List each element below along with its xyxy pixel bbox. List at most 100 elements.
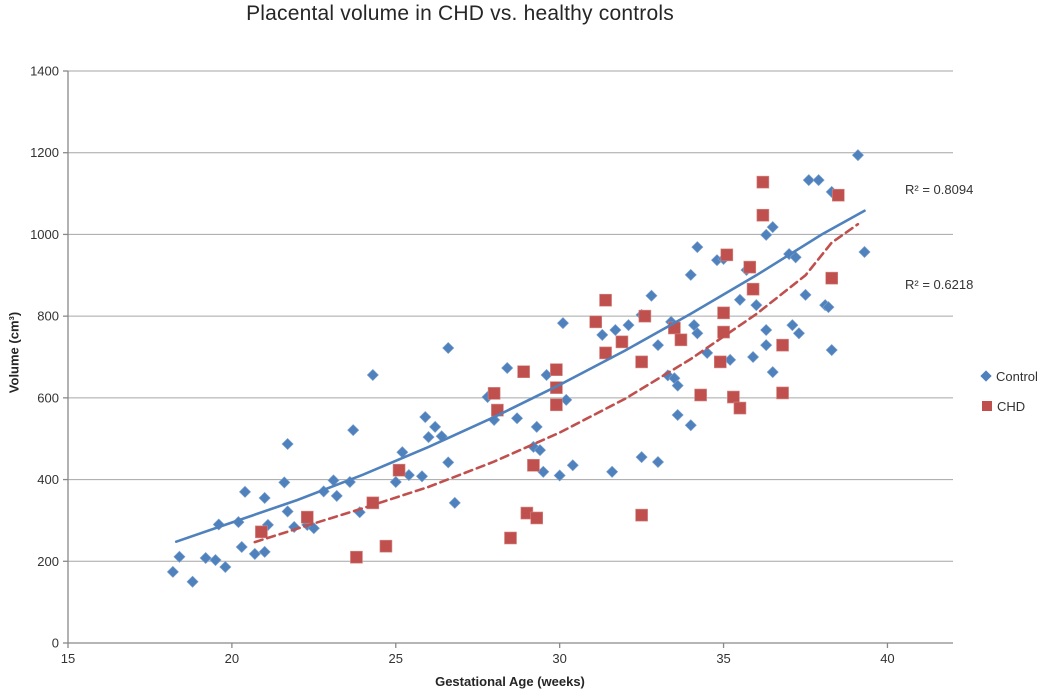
chd-square-icon — [982, 401, 992, 411]
y-tick-label: 1200 — [30, 145, 59, 160]
control-point — [596, 328, 609, 341]
control-point — [248, 547, 261, 560]
control-point — [281, 505, 294, 518]
control-point — [219, 560, 232, 574]
control-point — [858, 245, 871, 259]
control-point — [606, 465, 619, 478]
control-point — [278, 476, 291, 489]
chd-point — [615, 335, 629, 349]
chd-point — [255, 525, 268, 539]
chd-point — [504, 531, 517, 545]
y-axis-title: Volume (cm³) — [6, 311, 22, 394]
chd-point — [717, 306, 730, 320]
control-point — [366, 368, 379, 382]
control-point — [750, 299, 763, 312]
control-point — [671, 379, 684, 392]
control-point — [556, 317, 569, 330]
control-point — [635, 451, 648, 464]
control-point — [429, 420, 442, 433]
control-point — [747, 350, 760, 364]
control-point — [671, 408, 684, 422]
chd-point — [635, 508, 648, 522]
control-point — [166, 565, 179, 578]
chd-point — [300, 510, 314, 524]
control-point — [792, 327, 805, 340]
control-point — [415, 470, 429, 483]
control-point — [825, 344, 838, 357]
control-point — [760, 339, 773, 352]
control-point — [609, 324, 622, 337]
chd-point — [713, 355, 727, 369]
control-point — [766, 366, 779, 379]
control-point — [442, 341, 455, 355]
control-point — [684, 268, 697, 281]
chd-point — [517, 365, 530, 379]
control-point — [261, 518, 274, 531]
chd-point — [599, 293, 612, 307]
control-point — [209, 554, 222, 567]
chart-title: Placental volume in CHD vs. healthy cont… — [246, 2, 674, 25]
control-point — [347, 424, 360, 437]
control-point — [533, 444, 547, 457]
control-point — [691, 241, 704, 254]
y-tick-label: 1000 — [30, 227, 59, 242]
control-point — [422, 431, 435, 444]
control-point — [530, 420, 543, 433]
y-tick-label: 200 — [37, 554, 59, 569]
legend-control-label: Control — [996, 368, 1038, 384]
x-axis-title: Gestational Age (weeks) — [435, 674, 585, 689]
chd-point — [746, 282, 760, 296]
control-point — [760, 228, 773, 241]
control-point — [258, 491, 271, 504]
chd-point — [756, 208, 770, 222]
chd-point — [694, 388, 707, 402]
control-point — [448, 496, 461, 509]
chd-point — [599, 346, 612, 360]
control-point — [851, 149, 864, 162]
control-point — [645, 289, 658, 302]
legend-item-control: Control — [980, 361, 1038, 391]
r-squared-chd-label: R² = 0.6218 — [905, 277, 974, 292]
control-point — [389, 475, 402, 489]
control-point — [173, 550, 186, 563]
chd-point — [825, 271, 839, 285]
chd-point — [720, 248, 734, 262]
control-point — [238, 485, 252, 498]
control-point — [733, 293, 746, 306]
x-tick-label: 20 — [225, 651, 239, 666]
chd-point — [527, 458, 540, 472]
control-point — [258, 545, 271, 558]
chd-point — [831, 188, 845, 202]
control-point — [307, 522, 320, 535]
control-point — [281, 438, 294, 451]
chd-point — [392, 463, 406, 477]
control-point — [566, 459, 579, 472]
chd-point — [550, 363, 563, 376]
control-point — [511, 412, 524, 425]
y-tick-label: 800 — [37, 309, 59, 324]
control-point — [812, 174, 825, 187]
chd-point — [589, 315, 603, 329]
control-point — [501, 362, 514, 375]
control-point — [691, 327, 704, 340]
y-tick-label: 600 — [37, 390, 59, 405]
x-tick-label: 40 — [880, 651, 894, 666]
control-diamond-icon — [980, 370, 992, 382]
y-tick-label: 0 — [52, 636, 59, 651]
chd-point — [727, 390, 740, 404]
y-tick-label: 400 — [37, 472, 59, 487]
chd-point — [635, 355, 648, 369]
chd-trendline — [253, 222, 860, 544]
control-point — [186, 575, 199, 588]
r-squared-control-label: R² = 0.8094 — [905, 182, 974, 197]
control-point — [651, 339, 665, 352]
chd-point — [733, 401, 747, 415]
x-tick-label: 30 — [552, 651, 566, 666]
y-tick-label: 1400 — [30, 64, 59, 79]
chd-point — [756, 175, 770, 189]
control-point — [553, 469, 566, 482]
control-point — [822, 301, 835, 314]
control-point — [651, 455, 665, 469]
control-trendline — [174, 209, 866, 543]
